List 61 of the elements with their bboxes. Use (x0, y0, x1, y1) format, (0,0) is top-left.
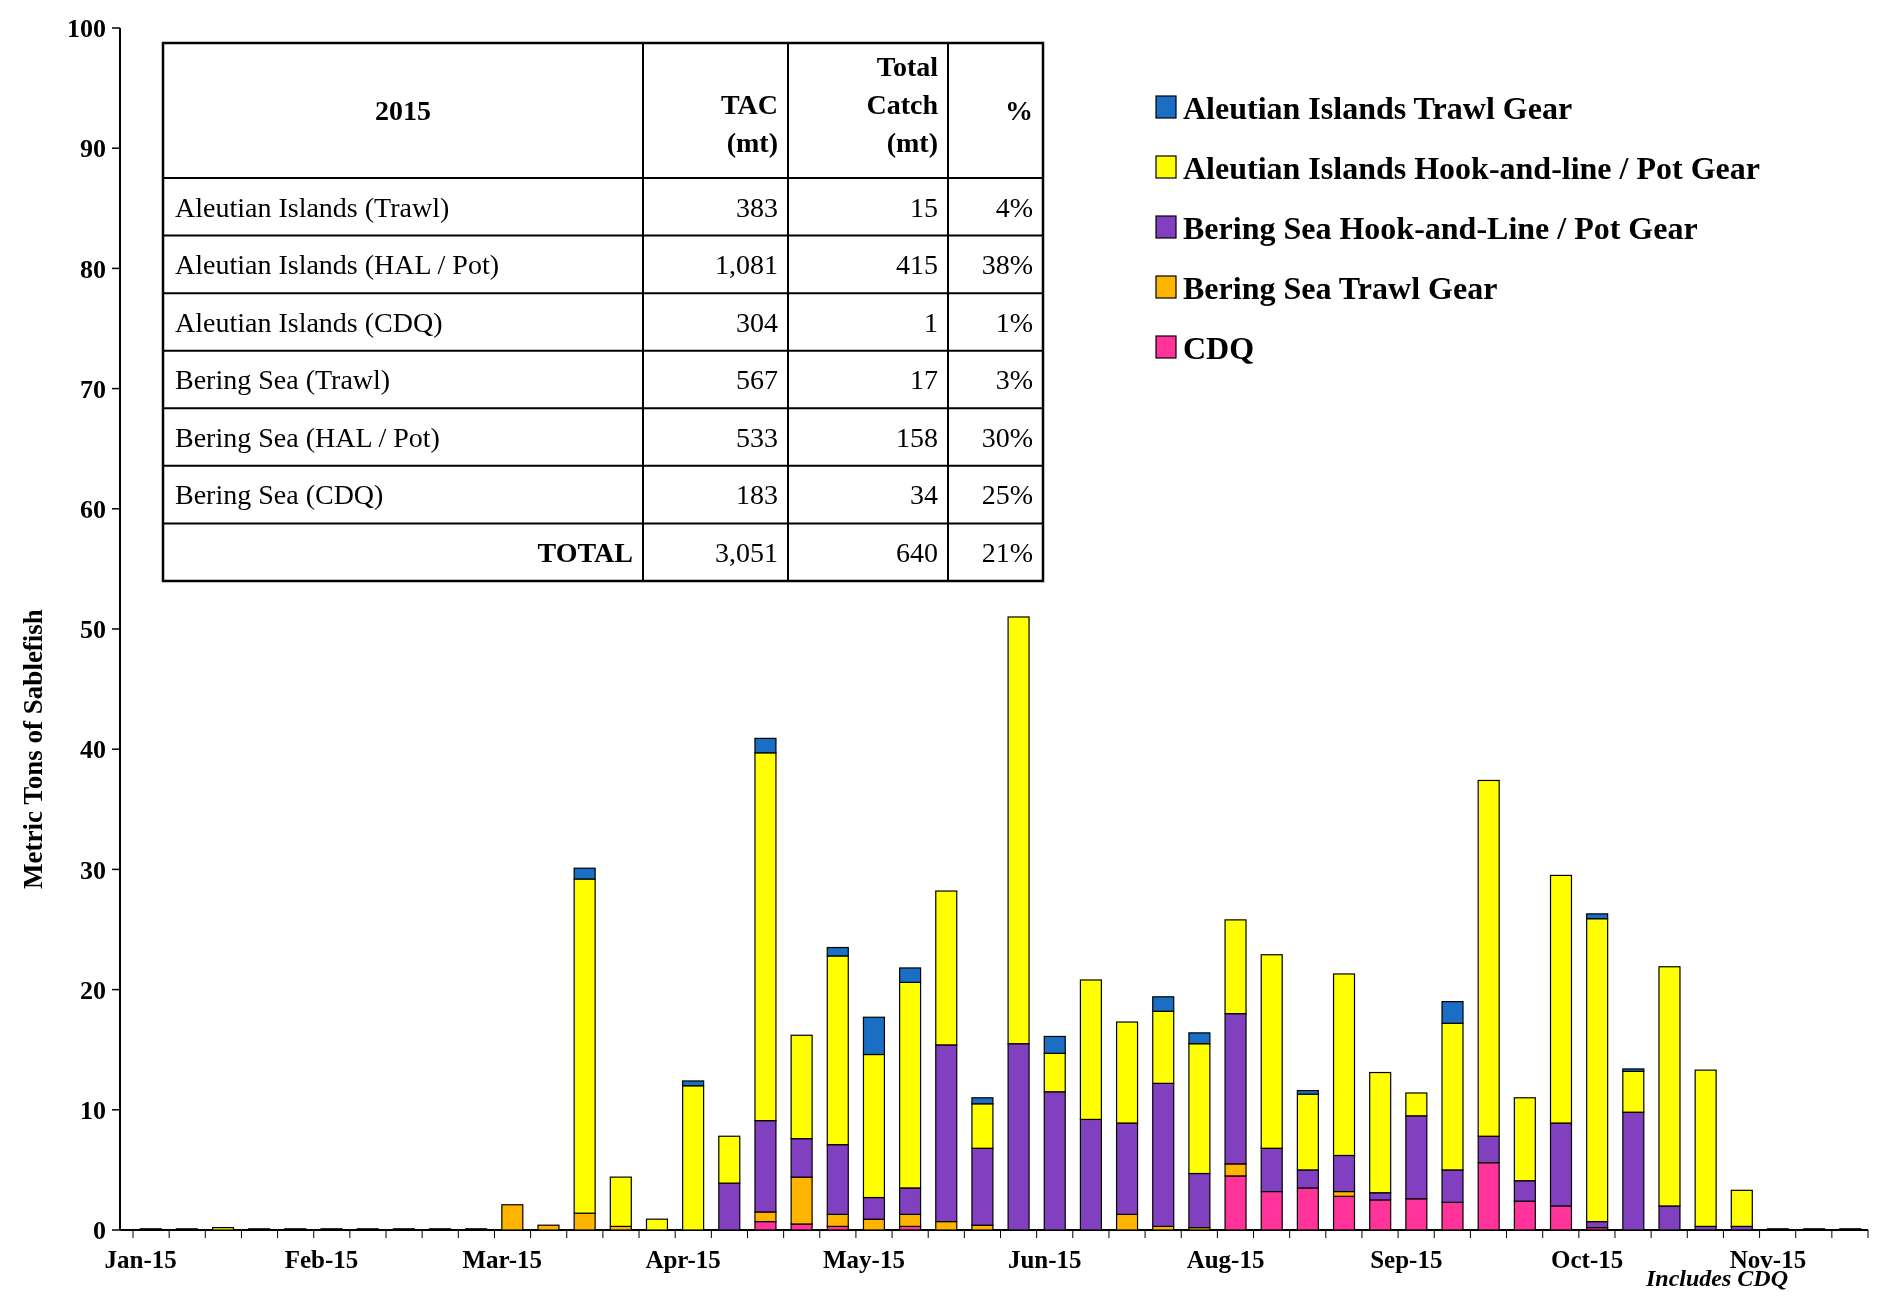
x-tick-label: Jun-15 (1007, 1246, 1082, 1273)
text: 3% (995, 364, 1033, 396)
legend-label: Aleutian Islands Hook-and-line / Pot Gear (1183, 150, 1760, 187)
y-tick-label: 90 (80, 134, 106, 164)
y-tick-label: 40 (80, 735, 106, 765)
x-tick-label: Jan-15 (104, 1246, 177, 1273)
x-tick-label: Feb-15 (284, 1246, 359, 1273)
x-tick-label: Oct-15 (1551, 1246, 1624, 1273)
y-tick-label: 20 (80, 975, 106, 1005)
legend-label: CDQ (1183, 330, 1255, 367)
category-label: Bering Sea (CDQ) (175, 479, 384, 511)
category-label: Aleutian Islands (CDQ) (175, 306, 443, 338)
text: 415 (896, 249, 938, 281)
text: 4% (995, 191, 1033, 223)
text: 38% (981, 249, 1033, 281)
legend-label: Bering Sea Trawl Gear (1183, 270, 1498, 307)
text: 183 (736, 479, 778, 511)
y-tick-label: 60 (80, 494, 106, 524)
text: 17 (910, 364, 938, 396)
text: 383 (736, 191, 778, 223)
y-tick-label: 80 (80, 254, 106, 284)
category-label: Aleutian Islands (HAL / Pot) (175, 249, 500, 281)
y-tick-label: 30 (80, 855, 106, 885)
x-tick-label: Mar-15 (462, 1246, 543, 1273)
text: 640 (896, 537, 938, 569)
text: 1% (995, 306, 1033, 338)
text: 3,051 (715, 537, 778, 569)
category-label: Bering Sea (HAL / Pot) (175, 421, 440, 453)
legend-label: Aleutian Islands Trawl Gear (1183, 90, 1573, 127)
text: 30% (981, 421, 1033, 453)
category-label: Bering Sea (Trawl) (175, 364, 391, 396)
text: 304 (736, 306, 778, 338)
category-label: TAC (mt) (720, 89, 778, 158)
y-tick-label: 70 (80, 374, 106, 404)
x-tick-label: Aug-15 (1186, 1246, 1265, 1273)
y-axis-title: Metric Tons of Sablefish (18, 609, 48, 889)
text: 158 (896, 421, 938, 453)
text: 34 (910, 479, 938, 511)
text: 1,081 (715, 249, 778, 281)
text: 2015 (375, 95, 431, 126)
text: 25% (981, 479, 1033, 511)
bar (1730, 1189, 1753, 1227)
category-label: Aleutian Islands (Trawl) (175, 191, 450, 223)
x-tick-label: May-15 (822, 1246, 905, 1273)
y-tick-label: 100 (67, 14, 106, 44)
y-tick-label: 0 (93, 1216, 106, 1246)
category-label: Total Catch (mt) (866, 51, 939, 158)
text: 1 (924, 306, 938, 338)
bar (609, 1176, 632, 1227)
text: 567 (736, 364, 778, 396)
text: 533 (736, 421, 778, 453)
legend-label: Bering Sea Hook-and-Line / Pot Gear (1183, 210, 1698, 247)
x-tick-label: Apr-15 (645, 1246, 721, 1273)
bar (1694, 1069, 1717, 1227)
y-tick-label: 50 (80, 615, 106, 645)
category-label: TOTAL (537, 537, 633, 569)
y-tick-label: 10 (80, 1095, 106, 1125)
category-label: % (1005, 95, 1033, 126)
x-tick-label: Sep-15 (1370, 1246, 1443, 1273)
text: 21% (981, 537, 1033, 569)
text: 15 (910, 191, 938, 223)
